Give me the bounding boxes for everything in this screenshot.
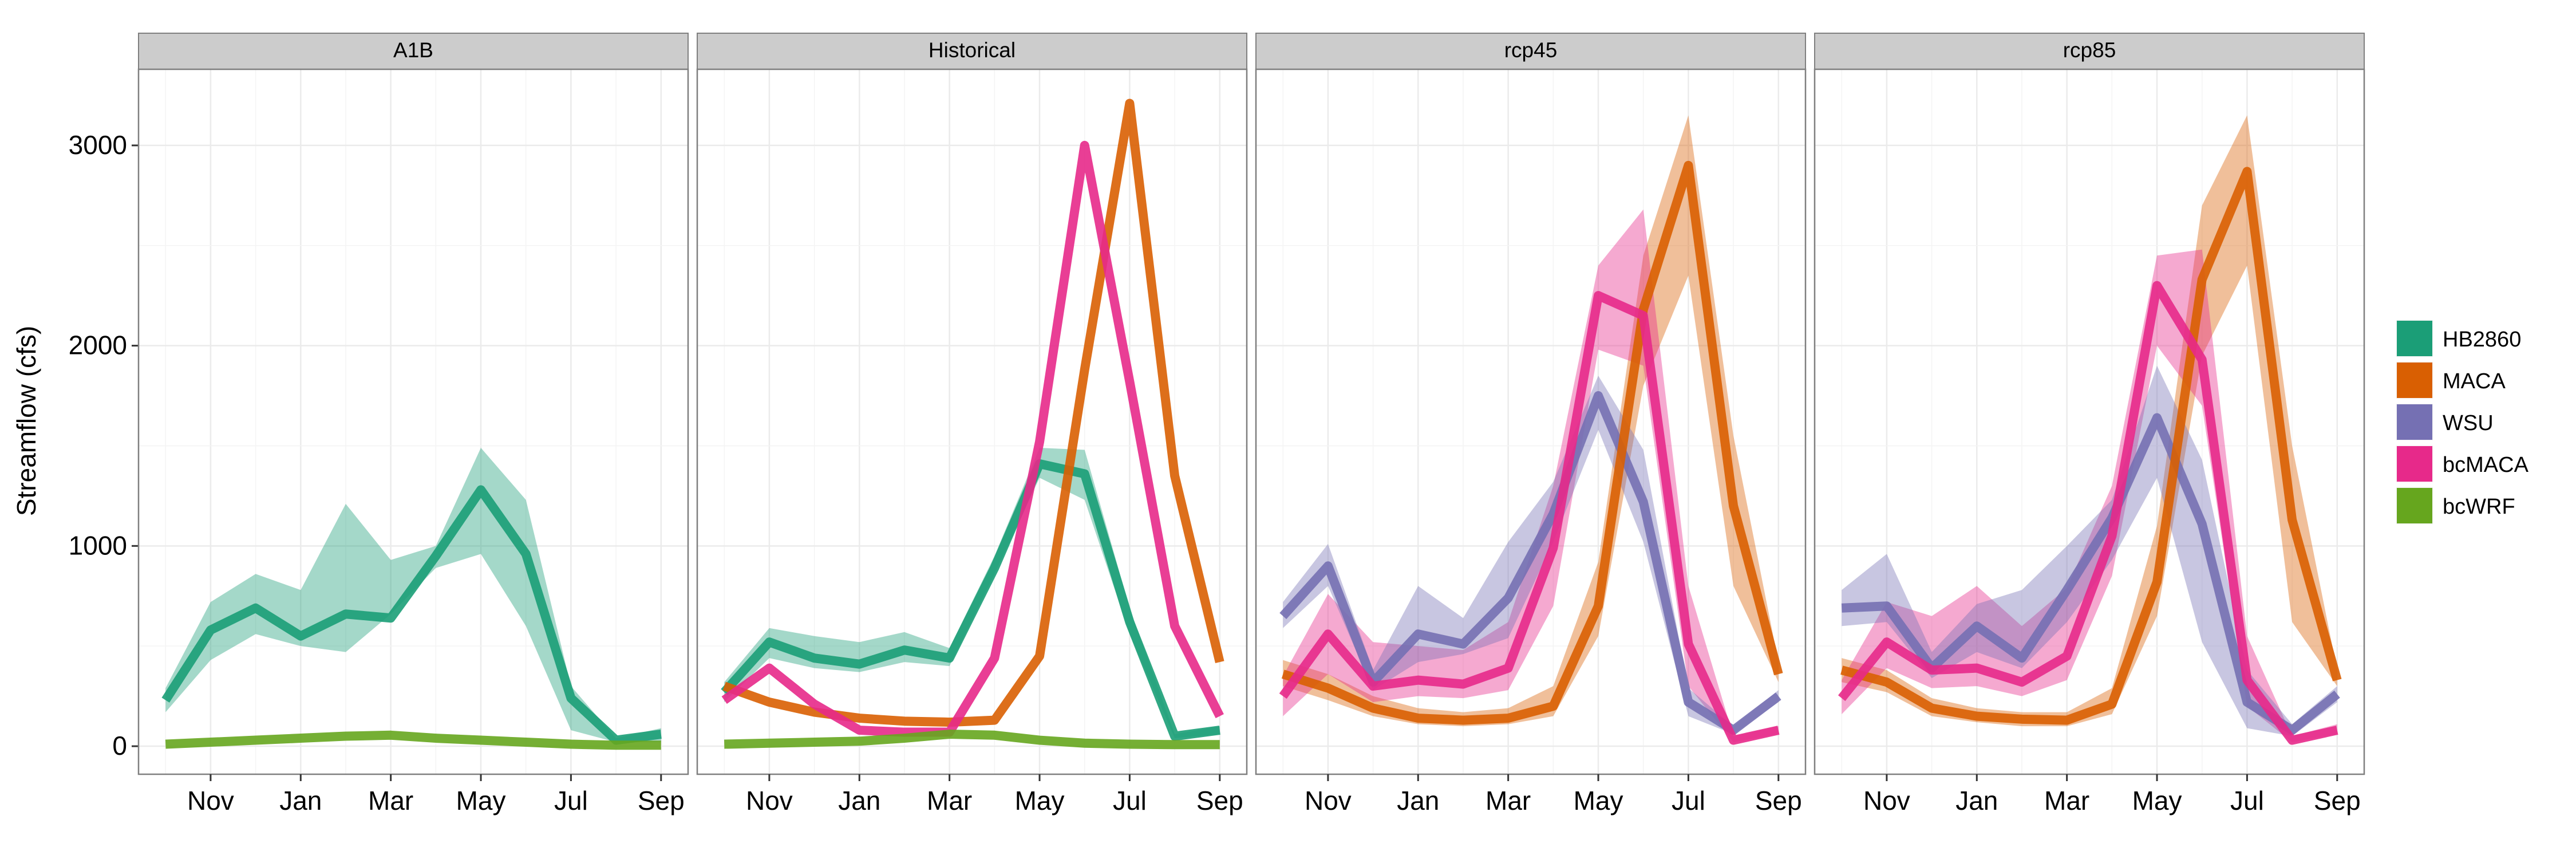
legend-label: HB2860 [2443,328,2521,352]
grid [139,69,688,774]
series-line-bcmaca [1279,291,1780,745]
panel-rcp85: rcp85 Nov Jan Mar May Jul Sep [1814,33,2365,815]
series-line-bcmaca [721,140,1224,737]
legend-item-maca: MACA [2395,361,2506,400]
legend-key-maca [2397,362,2432,398]
panel-title: rcp85 [2063,38,2116,62]
x-axis: Nov Jan Mar May Jul Sep [187,774,685,815]
legend-key-bcmaca [2397,446,2432,482]
x-tick-label: Jul [554,786,588,815]
panel-title: Historical [929,38,1016,62]
x-axis: Nov Jan Mar May Jul Sep [1863,774,2361,815]
x-tick-label: Nov [746,786,793,815]
series-line-bcwrf [165,730,661,750]
plot-area [697,69,1247,774]
y-axis-label: Streamflow (cfs) [11,326,41,516]
panel-strip [1255,33,1806,70]
x-tick-label: May [456,786,506,815]
y-tick-label: 1000 [69,530,127,560]
legend-label: WSU [2443,411,2494,435]
ribbon-hb2860 [165,447,661,743]
legend-item-bcmaca: bcMACA [2395,444,2529,483]
panel-a1b: A1B Nov Jan Mar May Jul Sep [137,33,689,815]
panel-historical: Historical Nov Jan Mar May Jul Sep [696,33,1248,815]
ribbon-bcmaca [1842,249,2337,743]
x-tick-label: Mar [368,786,413,815]
panel-border [1255,68,1807,775]
panel-border [696,68,1248,775]
panel-border [1814,68,2365,775]
x-tick-label: Sep [638,786,685,815]
x-tick-label: Sep [1755,786,1802,815]
panel-title: rcp45 [1504,38,1558,62]
y-tick-label: 2000 [69,330,127,360]
x-axis: Nov Jan Mar May Jul Sep [1305,774,1802,815]
grid [1815,69,2364,774]
y-tick-label: 0 [112,731,127,761]
x-tick-label: Nov [1305,786,1352,815]
legend-key-wsu [2397,404,2432,440]
x-tick-label: Sep [1196,786,1243,815]
legend-label: MACA [2443,369,2506,393]
legend-label: bcMACA [2443,453,2529,477]
x-tick-label: Jul [2230,786,2264,815]
x-tick-label: Jan [1397,786,1439,815]
legend-item-bcwrf: bcWRF [2395,486,2515,525]
ribbon-maca [1842,115,2337,727]
series-line-wsu [1279,391,1781,735]
series-line-hb2860 [721,459,1220,741]
series-line-hb2860 [161,485,662,745]
x-tick-label: Jan [279,786,322,815]
panel-border [137,68,689,775]
legend: HB2860 MACA WSU bcMACA bcWRF [2395,319,2529,525]
legend-label: bcWRF [2443,495,2515,519]
panel-strip [697,33,1247,70]
legend-item-hb2860: HB2860 [2395,319,2521,358]
x-tick-label: Jul [1672,786,1705,815]
x-tick-label: Jul [1113,786,1147,815]
series-line-maca [722,98,1224,727]
x-tick-label: May [1574,786,1623,815]
x-tick-label: Nov [1863,786,1910,815]
panel-strip [1814,33,2365,70]
series-line-maca [1281,160,1783,725]
panel-rcp45: rcp45 Nov Jan Mar May Jul Sep [1255,33,1807,815]
series-line-maca [1840,167,2342,725]
y-axis: 0 1000 2000 3000 [69,130,139,761]
legend-key-hb2860 [2397,321,2432,356]
panel-strip [138,33,689,70]
plot-area [139,69,688,774]
x-tick-label: Jan [1955,786,1998,815]
x-tick-label: May [2132,786,2182,815]
x-tick-label: Sep [2314,786,2361,815]
x-tick-label: Mar [2044,786,2089,815]
legend-key-bcwrf [2397,488,2432,523]
series-line-bcwrf [724,730,1220,750]
x-tick-label: May [1015,786,1065,815]
panel-title: A1B [393,38,433,62]
series-line-bcmaca [1838,281,2338,745]
x-tick-label: Nov [187,786,234,815]
x-tick-label: Jan [838,786,880,815]
y-tick-label: 3000 [69,130,127,160]
ribbon-bcmaca [1283,209,1779,743]
legend-item-wsu: WSU [2395,403,2494,442]
series-line-wsu [1841,413,2340,735]
x-axis: Nov Jan Mar May Jul Sep [746,774,1243,815]
x-tick-label: Mar [927,786,972,815]
x-tick-label: Mar [1485,786,1531,815]
